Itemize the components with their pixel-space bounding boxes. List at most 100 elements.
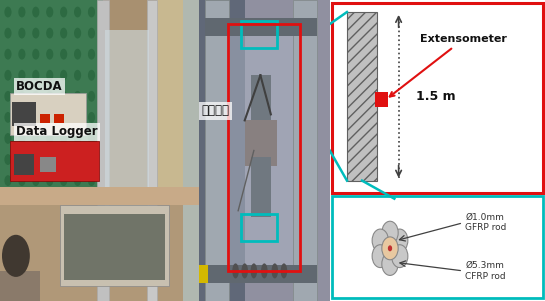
Circle shape — [32, 70, 39, 81]
Circle shape — [391, 245, 408, 268]
Circle shape — [46, 133, 53, 144]
Bar — [10, 141, 100, 181]
Circle shape — [251, 263, 257, 278]
Circle shape — [32, 154, 39, 165]
Circle shape — [60, 49, 67, 60]
Bar — [229, 24, 293, 265]
Circle shape — [60, 70, 67, 81]
Circle shape — [46, 175, 53, 186]
Circle shape — [88, 7, 95, 17]
Circle shape — [88, 91, 95, 102]
Text: Extensometer: Extensometer — [390, 34, 507, 97]
Circle shape — [19, 7, 26, 17]
Circle shape — [241, 263, 248, 278]
Circle shape — [32, 112, 39, 123]
Bar — [10, 93, 86, 135]
Circle shape — [4, 70, 11, 81]
Circle shape — [88, 70, 95, 81]
Bar — [238, 0, 330, 301]
Bar — [60, 205, 169, 286]
Bar — [0, 0, 104, 196]
Bar — [157, 0, 199, 211]
Bar — [205, 0, 229, 301]
Bar — [199, 265, 208, 283]
Circle shape — [74, 91, 81, 102]
Circle shape — [46, 49, 53, 60]
Bar — [0, 187, 199, 301]
Circle shape — [60, 175, 67, 186]
Bar — [293, 0, 317, 301]
Circle shape — [4, 7, 11, 17]
Circle shape — [388, 245, 392, 251]
Circle shape — [4, 154, 11, 165]
Bar — [251, 75, 271, 120]
Text: Data Logger: Data Logger — [16, 126, 98, 138]
Circle shape — [74, 154, 81, 165]
Circle shape — [4, 112, 11, 123]
Circle shape — [74, 133, 81, 144]
Circle shape — [4, 49, 11, 60]
Circle shape — [88, 133, 95, 144]
Circle shape — [88, 175, 95, 186]
Text: 1.5 m: 1.5 m — [416, 90, 456, 103]
Bar — [105, 30, 149, 226]
Bar — [64, 214, 165, 280]
Circle shape — [2, 235, 30, 277]
Circle shape — [46, 154, 53, 165]
Bar — [245, 120, 277, 166]
Circle shape — [372, 229, 389, 252]
Circle shape — [19, 175, 26, 186]
Bar — [183, 0, 199, 301]
Circle shape — [74, 7, 81, 17]
FancyBboxPatch shape — [332, 3, 543, 193]
Circle shape — [32, 133, 39, 144]
Circle shape — [382, 253, 398, 275]
Circle shape — [382, 221, 398, 244]
Bar — [205, 265, 317, 283]
Circle shape — [32, 175, 39, 186]
Circle shape — [19, 112, 26, 123]
Circle shape — [46, 112, 53, 123]
Circle shape — [281, 263, 287, 278]
Circle shape — [88, 112, 95, 123]
Circle shape — [74, 175, 81, 186]
Text: BOCDA: BOCDA — [16, 80, 63, 93]
Bar — [54, 114, 64, 123]
Bar — [199, 0, 245, 301]
Circle shape — [74, 49, 81, 60]
Circle shape — [88, 28, 95, 39]
Circle shape — [4, 91, 11, 102]
Bar — [14, 154, 34, 175]
Circle shape — [32, 28, 39, 39]
Circle shape — [74, 70, 81, 81]
Circle shape — [60, 91, 67, 102]
Circle shape — [4, 28, 11, 39]
Circle shape — [46, 91, 53, 102]
Circle shape — [60, 28, 67, 39]
Bar — [205, 18, 317, 36]
Bar — [0, 0, 104, 196]
Bar — [0, 190, 104, 202]
Circle shape — [19, 70, 26, 81]
Circle shape — [19, 28, 26, 39]
Bar — [64, 214, 165, 280]
Circle shape — [32, 91, 39, 102]
Circle shape — [19, 91, 26, 102]
Circle shape — [4, 133, 11, 144]
Circle shape — [271, 263, 278, 278]
Circle shape — [372, 245, 389, 268]
Circle shape — [60, 7, 67, 17]
Text: Ø1.0mm
GFRP rod: Ø1.0mm GFRP rod — [465, 213, 507, 232]
Bar — [147, 0, 157, 301]
Circle shape — [46, 28, 53, 39]
Circle shape — [74, 112, 81, 123]
Text: 모노헤드: 모노헤드 — [202, 104, 229, 117]
Bar — [12, 102, 36, 126]
Circle shape — [19, 49, 26, 60]
FancyBboxPatch shape — [332, 196, 543, 298]
Circle shape — [60, 112, 67, 123]
Text: Ø5.3mm
CFRP rod: Ø5.3mm CFRP rod — [465, 261, 506, 281]
Circle shape — [4, 175, 11, 186]
Circle shape — [382, 237, 398, 260]
Circle shape — [46, 7, 53, 17]
